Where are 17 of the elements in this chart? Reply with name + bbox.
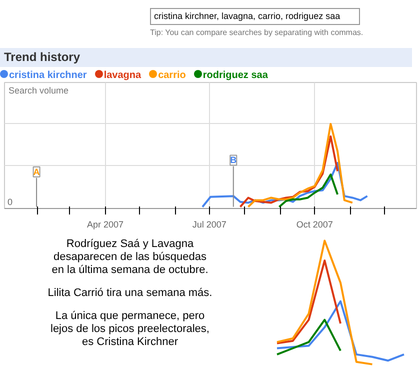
chart-title: Trend history <box>0 48 412 68</box>
text: Rodríguez Saá y Lavagna desaparecen de las búsquedas en la última semana de octubre. <box>50 238 210 277</box>
x-tick-label: Jul 2007 <box>192 220 226 230</box>
ref-line-label: A <box>33 166 40 177</box>
text: Tip: You can compare searches by separating with commas. <box>150 26 364 38</box>
chart-subtitle: cristina kirchner, lavagna, carrio, rodriguez saa <box>150 8 360 25</box>
legend-label: rodriguez saa <box>202 70 268 81</box>
legend-label: carrio <box>157 70 186 81</box>
annotation: 0 <box>8 196 13 207</box>
legend-label: lavagna <box>102 70 142 81</box>
x-tick-label: Apr 2007 <box>86 220 124 230</box>
text: Lilita Carrió tira una semana más. <box>46 287 214 300</box>
legend-label: cristina kirchner <box>8 70 87 81</box>
x-tick-label: Oct 2007 <box>296 220 333 230</box>
ref-line-label: B <box>230 155 238 166</box>
y-axis-title: Search volume <box>8 86 69 96</box>
text: La única que permanece, pero lejos de los picos preelectorales, es Cristina Kirchner <box>50 310 210 349</box>
